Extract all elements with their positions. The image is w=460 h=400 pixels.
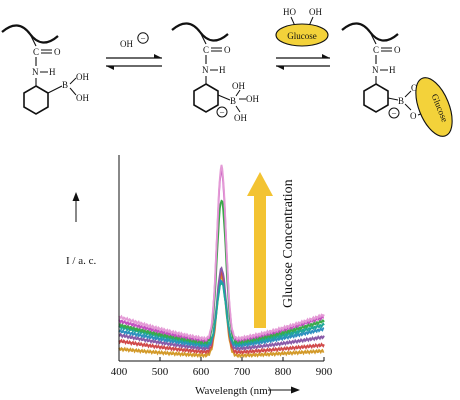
spectrum-series-4 [118,278,325,349]
carbonyl-oxygen-label: O [54,47,61,57]
x-tick-label: 700 [234,366,251,378]
amide-nitrogen-label: N [32,67,39,77]
x-tick-label: 400 [111,366,128,378]
glucose-reagent-shape [275,23,329,47]
spectrum-series-1 [118,273,325,359]
spectrum-series-3 [118,266,325,352]
spectrum-series-5 [118,281,325,347]
x-tick-label: 900 [316,366,333,378]
spectrum-chart: I / a. c. 400 500 600 700 800 900 Wavelength … [66,155,333,397]
amide-hydrogen-label: H [389,65,396,75]
negative-charge-icon [388,107,400,119]
equilibrium-arrows-glucose: HO OH Glucose [275,7,330,70]
structure-boronic-acid: C O N H B OH OH [1,24,89,115]
x-tick-label: 600 [193,366,210,378]
ester-oxygen-label-2: O [410,111,417,121]
carbonyl-oxygen-label: O [224,45,231,55]
carbonyl-oxygen-label: O [394,45,401,55]
negative-charge-icon [137,32,149,44]
reverse-arrow-head-icon [106,66,114,70]
equilibrium-arrows-hydroxide: OH − [106,32,162,70]
negative-charge-symbol: − [219,108,224,118]
hydroxyl-label-1: OH [76,72,89,82]
glucose-concentration-arrow [247,172,273,328]
amide-nitrogen-label: N [202,65,209,75]
structure-boronate-anion: C O N H − B OH OH OH [171,22,259,123]
amide-hydrogen-label: H [49,67,56,77]
y-axis-arrow-head-icon [72,192,80,201]
y-axis-label: I / a. c. [66,255,96,267]
glucose-diol-oh-label: OH [309,7,322,17]
structure-glucose-ester: C O N H − B O O Glucose [341,22,453,137]
concentration-arrow-head-icon [247,172,273,196]
reverse-arrow-head-icon [276,66,284,70]
x-axis-label: Wavelength (nm) [195,385,272,397]
hydroxyl-label-1: OH [232,81,245,91]
boron-label: B [62,80,68,90]
forward-arrow-head-icon [154,54,162,58]
carbonyl-carbon-label: C [373,45,379,55]
concentration-annotation: Glucose Concentration [281,179,296,308]
carbonyl-carbon-label: C [203,45,209,55]
forward-arrow-head-icon [322,54,330,58]
negative-charge-symbol: − [140,34,145,44]
hydroxyl-label-2: OH [246,94,259,104]
x-tick-label: 500 [152,366,169,378]
glucose-diol-ho-label: HO [283,7,296,17]
glucose-bound-shape [415,77,453,137]
spectrum-series-6 [118,199,325,346]
boron-label: B [398,96,404,106]
hydroxyl-label-3: OH [234,113,247,123]
hydroxide-reagent-label: OH [120,39,133,49]
ester-oxygen-label-1: O [411,83,418,93]
boron-label: B [230,96,236,106]
spectrum-series-8 [118,164,325,342]
x-axis-arrow-head-icon [291,386,300,394]
amide-hydrogen-label: H [219,65,226,75]
amide-nitrogen-label: N [372,65,379,75]
concentration-arrow-shaft [254,196,266,328]
hydroxyl-label-2: OH [76,93,89,103]
x-tick-label: 800 [275,366,292,378]
carbonyl-carbon-label: C [33,47,39,57]
spectrum-curves [118,164,325,359]
x-axis-ticks: 400 500 600 700 800 900 [111,357,333,378]
negative-charge-symbol: − [391,109,396,119]
glucose-reagent-label: Glucose [287,31,317,41]
negative-charge-icon [216,106,228,118]
